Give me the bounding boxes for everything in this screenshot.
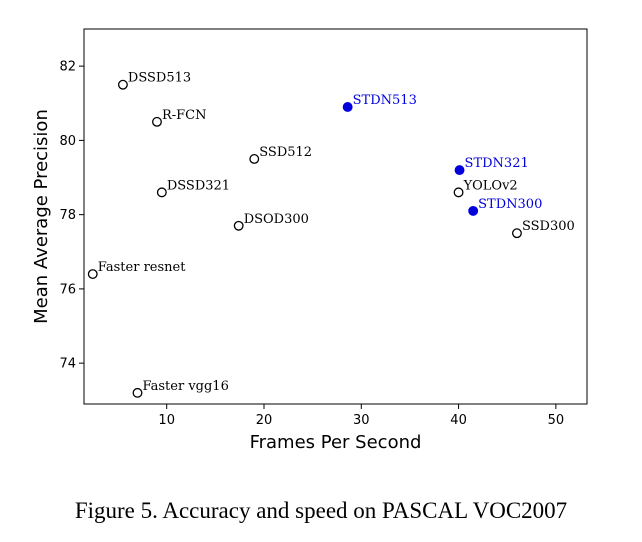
x-tick-label: 10 (158, 413, 175, 428)
data-point (132, 387, 143, 398)
data-point-highlight (342, 102, 353, 112)
x-tick-label: 40 (450, 413, 467, 428)
data-point-label: Faster vgg16 (143, 379, 229, 394)
scatter-chart: 10 20 30 40 50 74 76 78 80 82 DSSD513 R-FCN SSD512… (31, 28, 588, 453)
y-tick-label: 74 (59, 357, 76, 372)
data-point (152, 116, 162, 127)
figure-caption: Figure 5. Accuracy and speed on PASCAL V… (74, 498, 568, 523)
data-point (87, 269, 98, 279)
data-point (233, 220, 244, 231)
data-point-label: DSSD513 (128, 71, 191, 86)
data-point-label: Faster resnet (98, 260, 186, 275)
data-point-label: STDN513 (353, 93, 417, 108)
x-axis-ticks: 10 20 30 40 50 (158, 404, 564, 428)
data-point-highlight (468, 205, 479, 216)
x-tick-label: 50 (548, 413, 565, 428)
data-point-label: STDN321 (465, 156, 529, 171)
y-axis-label: Mean Average Precision (31, 109, 52, 324)
plot-area-frame (83, 28, 588, 405)
data-point (249, 154, 260, 164)
data-point (453, 187, 464, 198)
data-points: DSSD513 R-FCN SSD512 STDN513 DSSD321 DSOD300 S… (87, 71, 575, 398)
data-point-label: DSSD321 (167, 178, 230, 193)
data-point-label: R-FCN (162, 108, 207, 123)
x-axis-label: Frames Per Second (250, 432, 422, 453)
data-point (117, 79, 128, 90)
data-point-label: DSOD300 (244, 212, 309, 227)
data-point (511, 228, 522, 239)
data-point-label: STDN300 (478, 197, 542, 212)
x-tick-label: 20 (256, 413, 273, 428)
y-tick-label: 80 (59, 134, 76, 149)
y-tick-label: 76 (59, 282, 76, 297)
x-tick-label: 30 (353, 413, 370, 428)
data-point-label: SSD512 (259, 145, 312, 160)
y-tick-label: 82 (59, 60, 76, 75)
y-tick-label: 78 (59, 208, 76, 223)
data-point-label: YOLOv2 (463, 178, 518, 193)
y-axis-ticks: 74 76 78 80 82 (59, 60, 84, 372)
data-point (156, 187, 167, 198)
data-point-label: SSD300 (522, 219, 575, 234)
data-point-highlight (454, 165, 465, 176)
